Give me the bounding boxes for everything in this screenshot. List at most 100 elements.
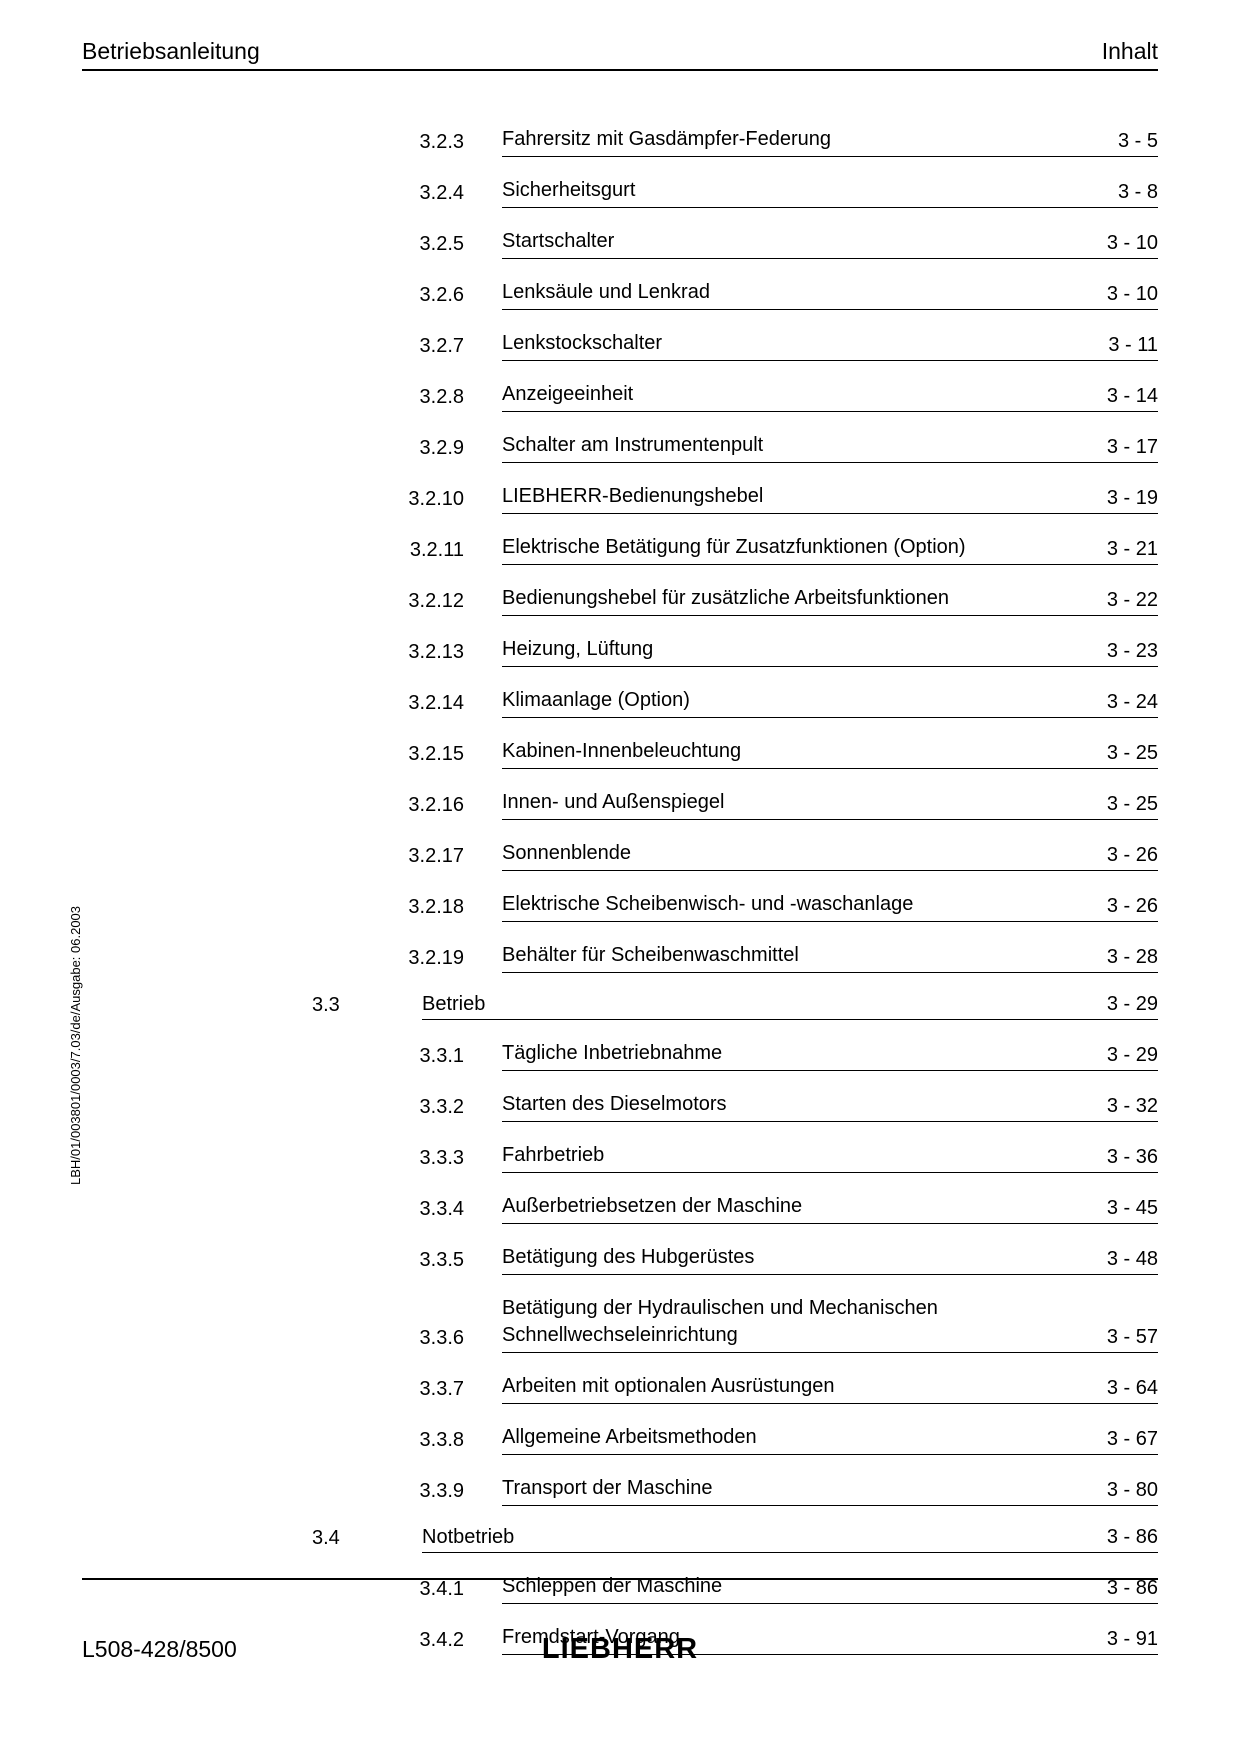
- toc-entry-number: 3.2.9: [372, 437, 502, 463]
- footer-model: L508-428/8500: [82, 1636, 237, 1663]
- toc-entry-number: 3.2.8: [372, 386, 502, 412]
- toc-entry-body: Fahrersitz mit Gasdämpfer-Federung3 - 5: [502, 126, 1158, 157]
- toc-entry-title: Tägliche Inbetriebnahme: [502, 1040, 1089, 1067]
- toc-entry-body: Betätigung des Hubgerüstes3 - 48: [502, 1244, 1158, 1275]
- toc-section-body: Notbetrieb3 - 86: [422, 1526, 1158, 1553]
- toc-entry: 3.2.11Elektrische Betätigung für Zusatzf…: [372, 534, 1158, 565]
- toc-entry-body: Startschalter3 - 10: [502, 228, 1158, 259]
- toc-entry-page: 3 - 45: [1089, 1197, 1158, 1220]
- toc-entry-body: Transport der Maschine3 - 80: [502, 1475, 1158, 1506]
- toc-entry-title: Allgemeine Arbeitsmethoden: [502, 1424, 1089, 1451]
- toc-section: 3.4 Notbetrieb3 - 86: [312, 1526, 1158, 1553]
- toc-entry-page: 3 - 23: [1089, 640, 1158, 663]
- toc-entry-body: Allgemeine Arbeitsmethoden3 - 67: [502, 1424, 1158, 1455]
- toc-entry-page: 3 - 29: [1089, 1044, 1158, 1067]
- header-left: Betriebsanleitung: [82, 38, 260, 65]
- toc-entry-page: 3 - 11: [1090, 334, 1158, 357]
- toc-entry-number: 3.3.2: [372, 1096, 502, 1122]
- toc-entry-body: Lenkstockschalter3 - 11: [502, 330, 1158, 361]
- toc-entry-title: Heizung, Lüftung: [502, 636, 1089, 663]
- toc-entry-body: Schalter am Instrumentenpult3 - 17: [502, 432, 1158, 463]
- toc-entry-number: 3.3.1: [372, 1045, 502, 1071]
- toc-entry-number: 3.2.4: [372, 182, 502, 208]
- toc-entry: 3.3.9Transport der Maschine3 - 80: [372, 1475, 1158, 1506]
- toc-entry-body: Behälter für Scheibenwaschmittel3 - 28: [502, 942, 1158, 973]
- toc-entry-number: 3.2.19: [372, 947, 502, 973]
- toc-entry-number: 3.2.14: [372, 692, 502, 718]
- toc-entry-body: Sicherheitsgurt3 - 8: [502, 177, 1158, 208]
- toc-entry-body: Innen- und Außenspiegel3 - 25: [502, 789, 1158, 820]
- side-document-id: LBH/01/003801/0003/7.03/de/Ausgabe: 06.2…: [68, 906, 83, 1185]
- toc-entry-body: Starten des Dieselmotors3 - 32: [502, 1091, 1158, 1122]
- toc-entry-body: Sonnenblende3 - 26: [502, 840, 1158, 871]
- toc-entry-page: 3 - 19: [1089, 487, 1158, 510]
- toc-entry-title: Sicherheitsgurt: [502, 177, 1100, 204]
- toc-entry-number: 3.2.18: [372, 896, 502, 922]
- toc-entry: 3.3.7Arbeiten mit optionalen Ausrüstunge…: [372, 1373, 1158, 1404]
- table-of-contents: 3.2.3Fahrersitz mit Gasdämpfer-Federung3…: [372, 126, 1158, 1655]
- toc-entry: 3.2.5Startschalter3 - 10: [372, 228, 1158, 259]
- toc-entry: 3.2.3Fahrersitz mit Gasdämpfer-Federung3…: [372, 126, 1158, 157]
- toc-entry-title: Klimaanlage (Option): [502, 687, 1089, 714]
- toc-entry-page: 3 - 17: [1089, 436, 1158, 459]
- toc-entry-body: Elektrische Betätigung für Zusatzfunktio…: [502, 534, 1158, 565]
- toc-entry-title: Arbeiten mit optionalen Ausrüstungen: [502, 1373, 1089, 1400]
- toc-section-title: Notbetrieb: [422, 1526, 1089, 1549]
- header-right: Inhalt: [1102, 38, 1158, 65]
- toc-entry-title: Anzeigeeinheit: [502, 381, 1089, 408]
- toc-entry-title: Betätigung des Hubgerüstes: [502, 1244, 1089, 1271]
- toc-entry: 3.2.18Elektrische Scheibenwisch- und -wa…: [372, 891, 1158, 922]
- toc-entry-number: 3.2.5: [372, 233, 502, 259]
- toc-entry-title: Starten des Dieselmotors: [502, 1091, 1089, 1118]
- toc-entry-page: 3 - 8: [1100, 181, 1158, 204]
- toc-entry-number: 3.3.9: [372, 1480, 502, 1506]
- toc-entry-page: 3 - 26: [1089, 844, 1158, 867]
- toc-entry-title: Transport der Maschine: [502, 1475, 1089, 1502]
- toc-entry-page: 3 - 32: [1089, 1095, 1158, 1118]
- toc-entry-page: 3 - 26: [1089, 895, 1158, 918]
- toc-entry: 3.2.12Bedienungshebel für zusätzliche Ar…: [372, 585, 1158, 616]
- toc-entry-title: Lenksäule und Lenkrad: [502, 279, 1089, 306]
- toc-entry-number: 3.3.5: [372, 1249, 502, 1275]
- toc-entry-body: Anzeigeeinheit3 - 14: [502, 381, 1158, 412]
- toc-entry-number: 3.3.7: [372, 1378, 502, 1404]
- toc-entry-title: Innen- und Außenspiegel: [502, 789, 1089, 816]
- footer-rule: [82, 1578, 1158, 1580]
- toc-entry: 3.3.4Außerbetriebsetzen der Maschine3 - …: [372, 1193, 1158, 1224]
- toc-section-number: 3.4: [312, 1527, 368, 1553]
- toc-entry-title: Behälter für Scheibenwaschmittel: [502, 942, 1089, 969]
- toc-entry: 3.2.13Heizung, Lüftung3 - 23: [372, 636, 1158, 667]
- toc-entry: 3.2.6Lenksäule und Lenkrad3 - 10: [372, 279, 1158, 310]
- toc-entry-title: Bedienungshebel für zusätzliche Arbeitsf…: [502, 585, 1089, 612]
- toc-entry-number: 3.3.8: [372, 1429, 502, 1455]
- toc-entry: 3.2.8Anzeigeeinheit3 - 14: [372, 381, 1158, 412]
- toc-section-title: Betrieb: [422, 993, 1089, 1016]
- toc-entry-number: 3.2.11: [372, 539, 502, 565]
- toc-entry: 3.2.10LIEBHERR-Bedienungshebel3 - 19: [372, 483, 1158, 514]
- toc-entry-body: Fahrbetrieb3 - 36: [502, 1142, 1158, 1173]
- toc-entry-title: Sonnenblende: [502, 840, 1089, 867]
- toc-entry-number: 3.2.12: [372, 590, 502, 616]
- toc-entry-page: 3 - 48: [1089, 1248, 1158, 1271]
- toc-entry-title: Fahrersitz mit Gasdämpfer-Federung: [502, 126, 1100, 153]
- toc-entry-title: Elektrische Scheibenwisch- und -waschanl…: [502, 891, 1089, 918]
- toc-entry-title: Schalter am Instrumentenpult: [502, 432, 1089, 459]
- toc-entry-number: 3.3.6: [372, 1327, 502, 1353]
- toc-entry-body: Elektrische Scheibenwisch- und -waschanl…: [502, 891, 1158, 922]
- toc-entry-number: 3.2.10: [372, 488, 502, 514]
- toc-entry: 3.2.4Sicherheitsgurt3 - 8: [372, 177, 1158, 208]
- toc-entry-body: Betätigung der Hydraulischen und Mechani…: [502, 1295, 1158, 1353]
- toc-entry-number: 3.2.3: [372, 131, 502, 157]
- toc-entry-page: 3 - 67: [1089, 1428, 1158, 1451]
- toc-section-page: 3 - 29: [1089, 993, 1158, 1016]
- toc-entry-body: Außerbetriebsetzen der Maschine3 - 45: [502, 1193, 1158, 1224]
- toc-entry: 3.3.5Betätigung des Hubgerüstes3 - 48: [372, 1244, 1158, 1275]
- toc-entry-body: Tägliche Inbetriebnahme3 - 29: [502, 1040, 1158, 1071]
- toc-entry-page: 3 - 22: [1089, 589, 1158, 612]
- toc-entry-body: Klimaanlage (Option)3 - 24: [502, 687, 1158, 718]
- page-header: Betriebsanleitung Inhalt: [82, 38, 1158, 71]
- footer-logo: LIEBHERR: [542, 1633, 698, 1666]
- toc-entry-number: 3.3.3: [372, 1147, 502, 1173]
- toc-entry-number: 3.2.16: [372, 794, 502, 820]
- toc-entry-page: 3 - 25: [1089, 793, 1158, 816]
